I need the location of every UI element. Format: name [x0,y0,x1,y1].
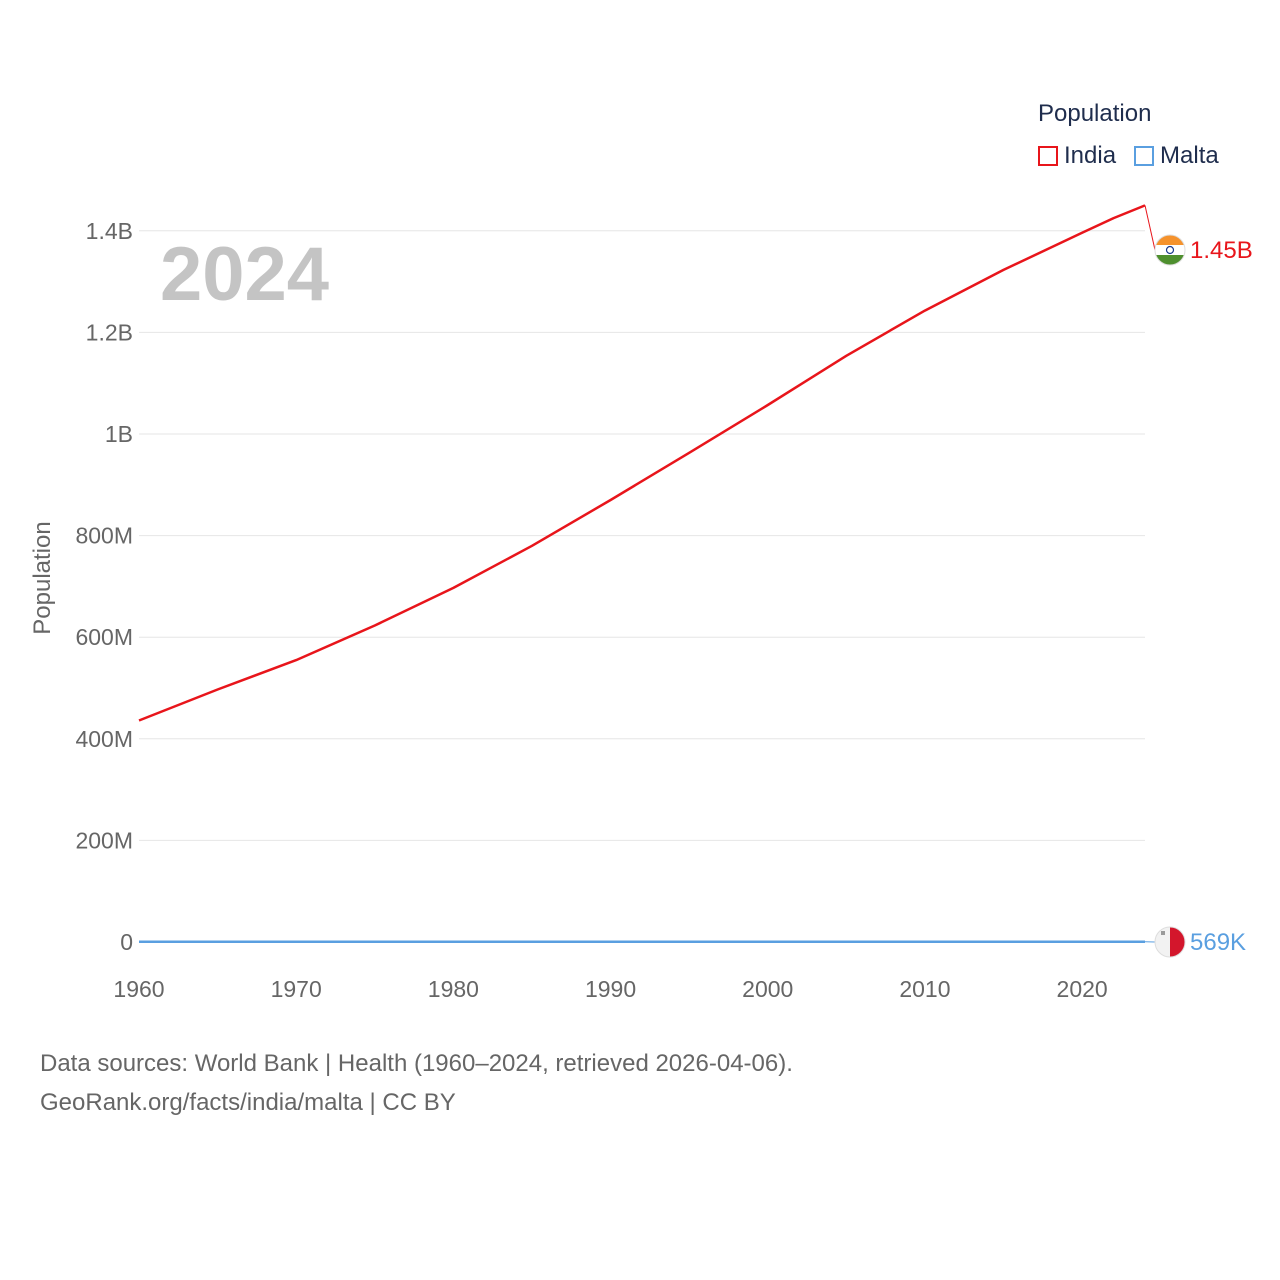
source-line-2[interactable]: GeoRank.org/facts/india/malta | CC BY [40,1089,456,1116]
flag-band-green [1155,255,1185,265]
legend-swatch-india [1038,146,1058,166]
flag-outline [1154,234,1186,266]
series-end-markers: 1.45B 569K [1144,205,1253,958]
x-tick-label: 2000 [742,976,793,1002]
flag-band-white [1155,245,1185,255]
x-tick-label: 1970 [271,976,322,1002]
x-axis-tick-labels: 1960 1970 1980 1990 2000 2010 2020 [113,976,1107,1002]
grid-lines [139,230,1145,841]
current-year-label: 2024 [160,232,329,317]
legend-item-india[interactable]: India [1038,142,1116,170]
india-flag-icon [1154,234,1186,266]
flag-wheel [1165,245,1175,255]
legend-item-malta[interactable]: Malta [1134,142,1219,170]
y-tick-label: 1.4B [86,218,133,244]
end-connector [1144,205,1156,251]
flag-half-white [1155,927,1170,957]
end-value-label-india: 1.45B [1190,237,1253,264]
y-tick-label: 800M [75,523,133,549]
flag-cross [1161,931,1165,935]
source-line-1: Data sources: World Bank | Health (1960–… [40,1050,793,1077]
y-tick-label: 1B [105,421,133,447]
x-tick-label: 2010 [899,976,950,1002]
malta-flag-icon [1154,926,1186,958]
y-axis-tick-labels: 0 200M 400M 600M 800M 1B 1.2B 1.4B [75,218,133,955]
y-tick-label: 0 [120,929,133,955]
flag-outline [1154,926,1186,958]
end-value-label-malta: 569K [1190,929,1246,956]
legend-swatch-malta [1134,146,1155,166]
x-tick-label: 1980 [428,976,479,1002]
legend: India Malta [1038,142,1219,170]
legend-label-malta: Malta [1160,142,1219,169]
series-line-india [138,204,1146,722]
x-tick-label: 1960 [113,976,164,1002]
flag-band-saffron [1155,235,1185,245]
x-tick-label: 1990 [585,976,636,1002]
y-tick-label: 400M [75,726,133,752]
y-tick-label: 1.2B [86,319,133,345]
source-note: Data sources: World Bank | Health (1960–… [40,1044,793,1122]
y-tick-label: 600M [75,624,133,650]
y-axis-title: Population [29,521,56,634]
series-lines [138,204,1146,944]
legend-label-india: India [1064,142,1117,169]
x-tick-label: 2020 [1057,976,1108,1002]
legend-title: Population [1038,100,1152,127]
y-tick-label: 200M [75,827,133,853]
flag-half-red [1170,927,1185,957]
